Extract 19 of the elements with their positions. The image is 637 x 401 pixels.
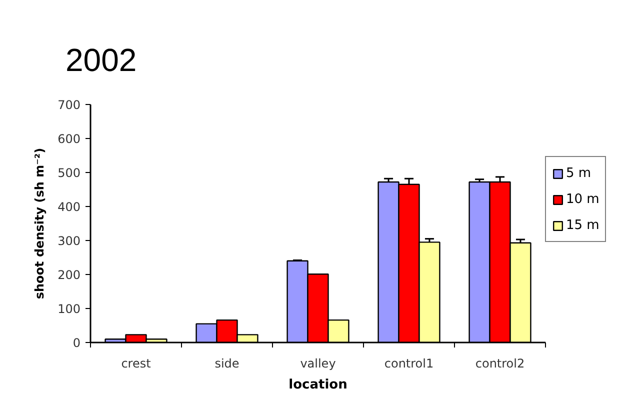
chart-title: 2002 (66, 42, 137, 78)
x-tick-label: valley (300, 356, 336, 370)
legend-label: 10 m (566, 190, 600, 208)
legend-label: 15 m (566, 216, 600, 234)
y-tick-label: 100 (58, 302, 80, 316)
y-tick-label: 0 (72, 336, 81, 350)
x-tick-label: side (214, 356, 240, 370)
y-axis-title: shoot density (sh m⁻²) (32, 148, 47, 300)
legend-label: 5 m (566, 164, 592, 182)
y-tick-label: 300 (58, 234, 80, 248)
y-tick-label: 700 (58, 98, 80, 112)
x-tick-label: control2 (475, 356, 525, 370)
y-tick-label: 600 (58, 132, 80, 146)
y-tick-label: 400 (58, 200, 80, 214)
y-tick-label: 500 (58, 166, 80, 180)
y-tick-label: 200 (58, 268, 80, 282)
x-axis-title: location (288, 378, 348, 392)
x-tick-label: crest (121, 356, 152, 370)
x-tick-label: control1 (384, 356, 434, 370)
